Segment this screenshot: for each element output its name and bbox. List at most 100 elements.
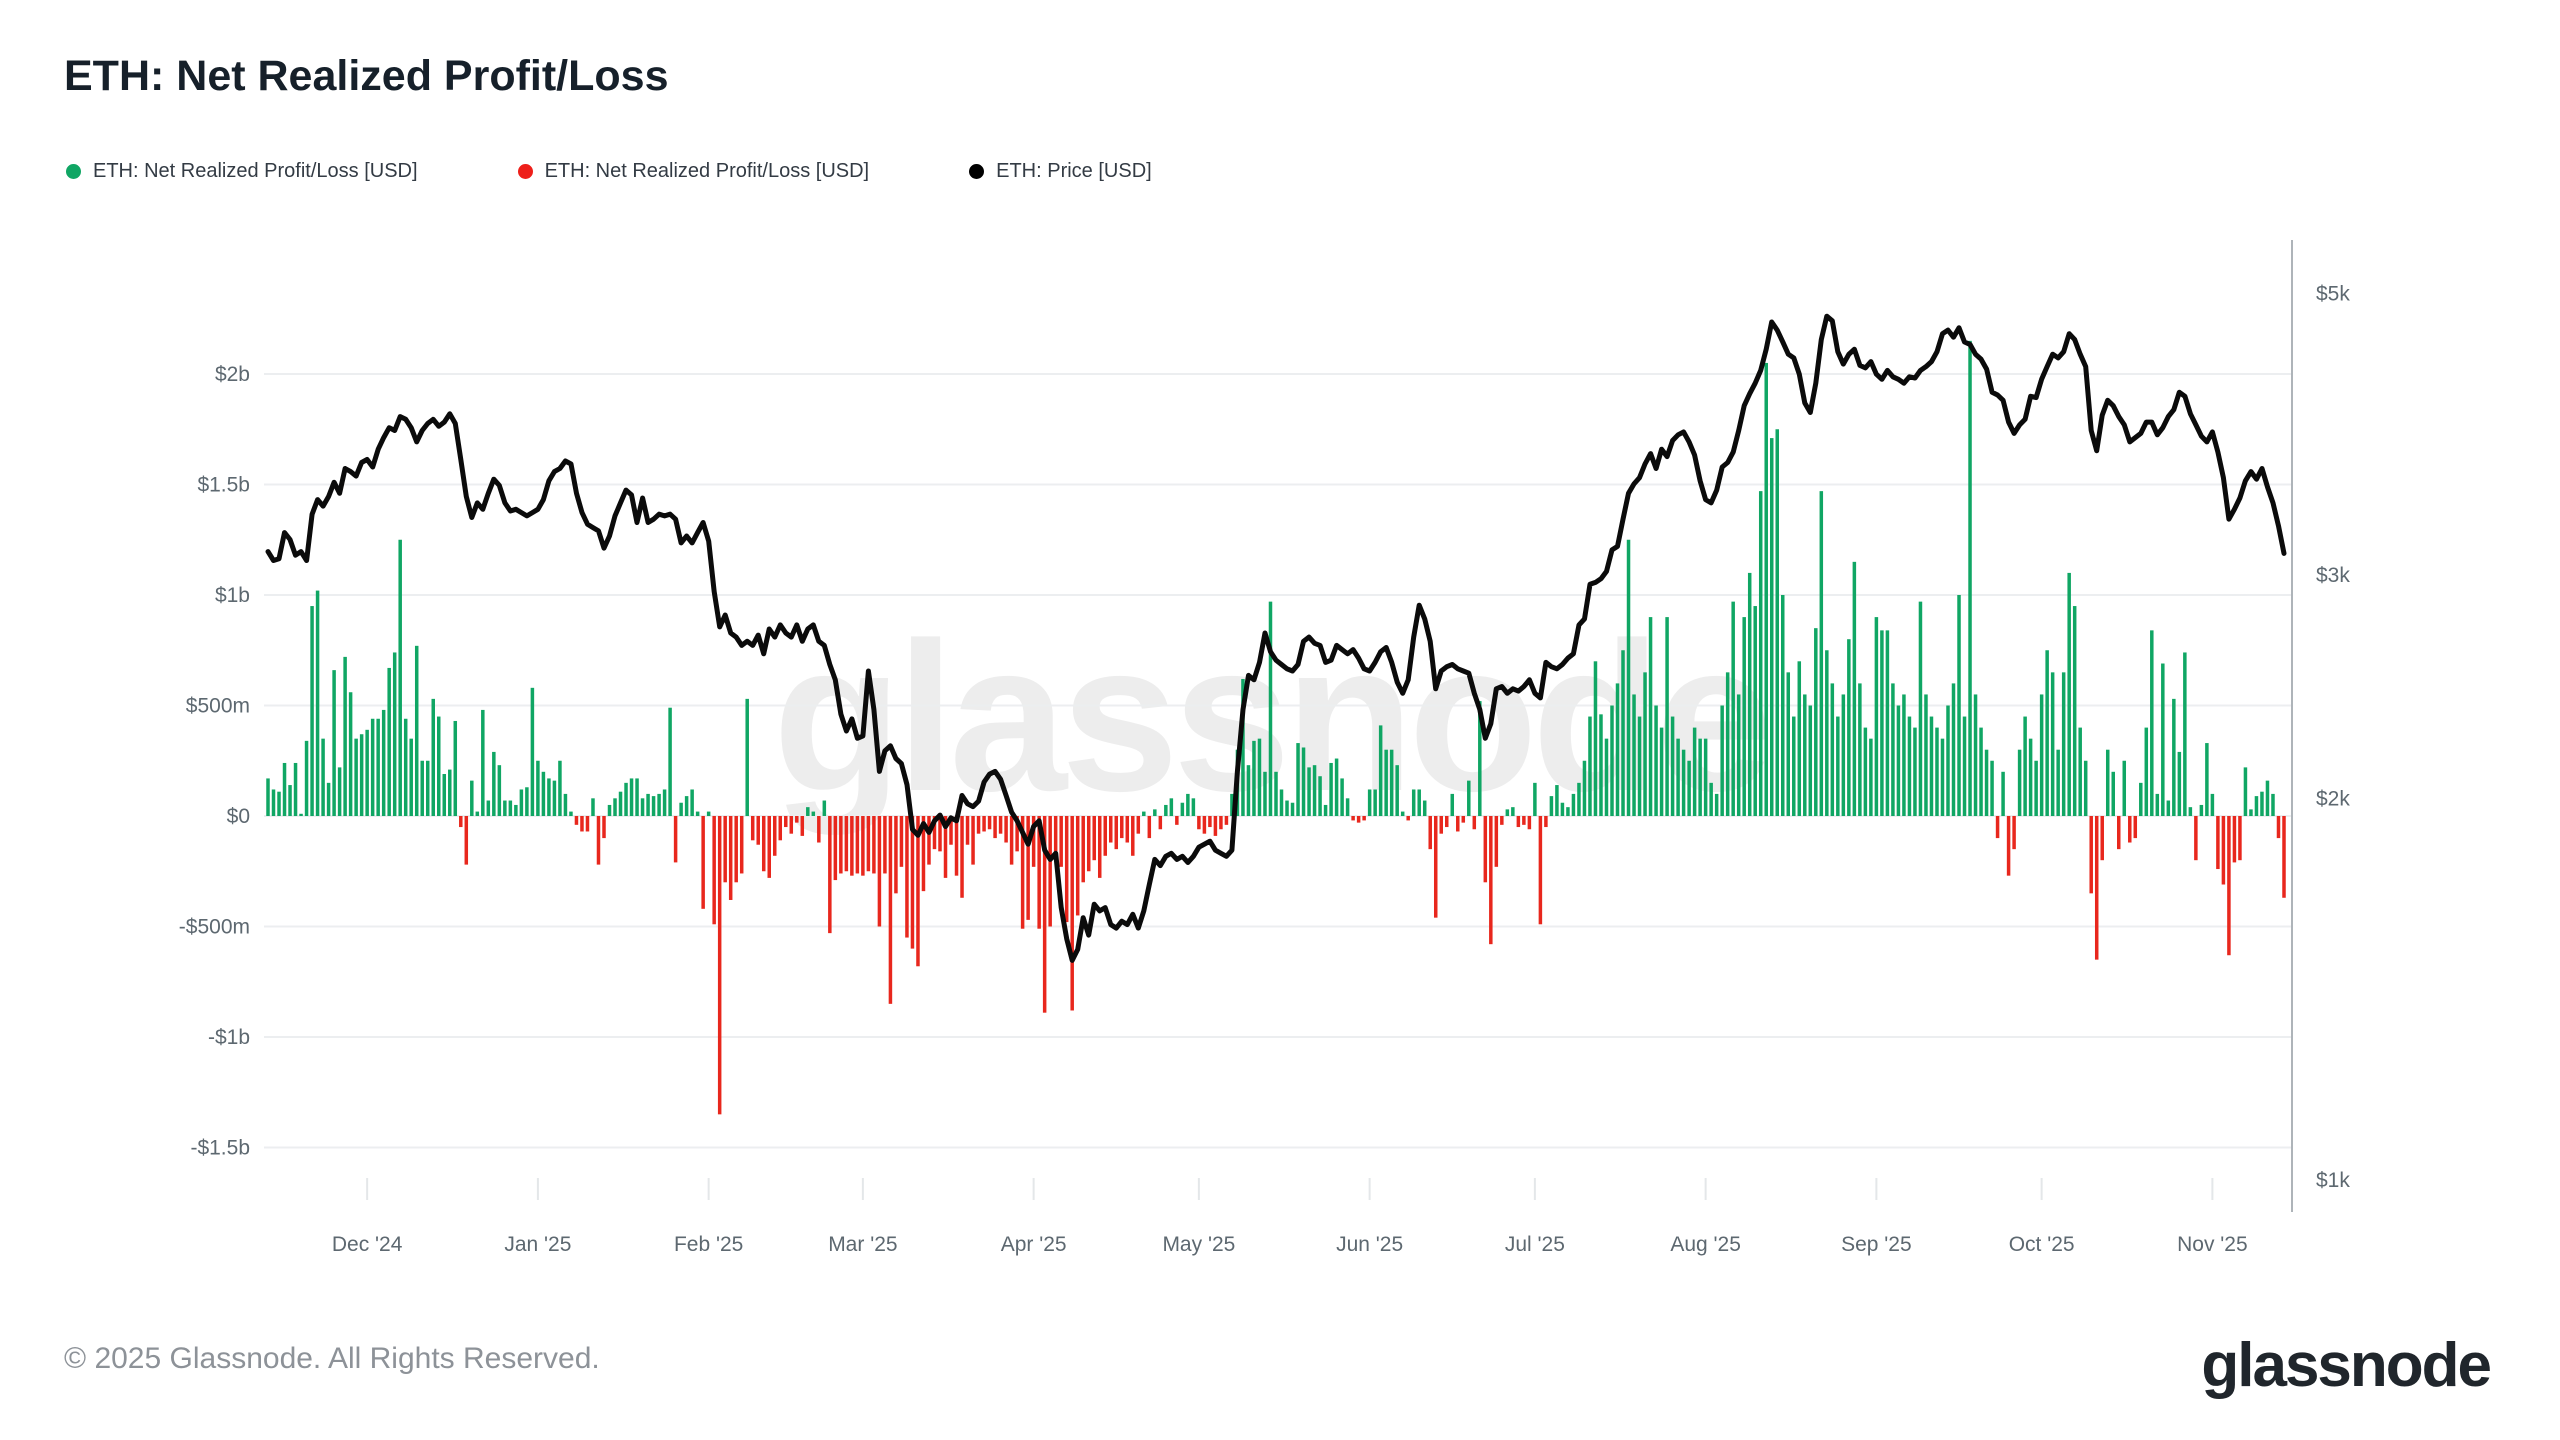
nrpl-bar — [1670, 716, 1675, 816]
svg-text:-$500m: -$500m — [179, 916, 250, 939]
nrpl-bar — [1566, 807, 1570, 816]
nrpl-bar — [2111, 771, 2115, 816]
svg-text:$2b: $2b — [215, 363, 250, 386]
nrpl-bar — [717, 816, 722, 1115]
nrpl-bar — [839, 816, 843, 874]
nrpl-bar — [1500, 816, 1504, 825]
nrpl-bar — [1902, 694, 1906, 816]
nrpl-bar — [2205, 743, 2209, 816]
nrpl-bar — [1808, 705, 1813, 816]
nrpl-bar — [1786, 672, 1791, 816]
legend-item-price[interactable]: ETH: Price [USD] — [969, 160, 1152, 183]
nrpl-bar — [1924, 694, 1928, 816]
chart-legend: ETH: Net Realized Profit/Loss [USD] ETH:… — [66, 160, 1152, 183]
nrpl-bar — [1781, 595, 1785, 816]
nrpl-bar — [437, 716, 441, 816]
nrpl-bar — [1968, 340, 1972, 816]
nrpl-bar — [1086, 816, 1091, 872]
loss-series-dot-icon — [517, 164, 533, 179]
nrpl-bar — [321, 738, 325, 816]
nrpl-bars[interactable] — [266, 340, 2286, 1115]
svg-text:Aug '25: Aug '25 — [1670, 1233, 1741, 1256]
nrpl-bar — [326, 782, 331, 816]
nrpl-bar — [932, 816, 937, 850]
nrpl-bar — [1136, 816, 1141, 834]
nrpl-bar — [784, 816, 788, 828]
nrpl-bar — [2072, 606, 2077, 816]
nrpl-bar — [607, 804, 612, 816]
nrpl-bar — [2216, 816, 2220, 870]
nrpl-bar — [514, 804, 518, 816]
nrpl-bar — [750, 816, 755, 841]
price-line[interactable] — [265, 313, 2287, 963]
nrpl-bar — [1753, 606, 1757, 816]
nrpl-bar — [403, 718, 408, 816]
nrpl-bar — [1494, 816, 1499, 867]
nrpl-bar — [2094, 816, 2099, 960]
nrpl-bar — [1020, 816, 1025, 929]
nrpl-bar — [811, 811, 816, 816]
svg-text:Oct '25: Oct '25 — [2009, 1233, 2075, 1256]
nrpl-bar — [1769, 438, 1774, 816]
nrpl-bar — [1461, 816, 1466, 823]
nrpl-bar — [1880, 630, 1884, 816]
nrpl-bar — [1384, 749, 1388, 816]
nrpl-bar — [1571, 793, 1576, 816]
nrpl-bar — [1577, 782, 1581, 816]
right-axis-labels: $5k $3k $2k $1k — [2316, 283, 2350, 1192]
nrpl-bar — [850, 816, 854, 876]
page-title: ETH: Net Realized Profit/Loss — [64, 52, 669, 100]
nrpl-bar — [1373, 789, 1377, 816]
nrpl-bar — [1053, 816, 1058, 852]
nrpl-bar — [2271, 793, 2275, 816]
svg-text:Jun '25: Jun '25 — [1336, 1233, 1403, 1256]
svg-text:Dec '24: Dec '24 — [332, 1233, 403, 1256]
nrpl-bar — [376, 718, 380, 816]
nrpl-bar — [1433, 816, 1438, 918]
nrpl-bar — [2067, 572, 2071, 816]
nrpl-bar — [1858, 683, 1862, 816]
nrpl-bar — [2089, 816, 2093, 894]
svg-text:Feb '25: Feb '25 — [674, 1233, 743, 1256]
nrpl-bar — [1516, 816, 1521, 828]
nrpl-bar — [470, 780, 474, 816]
nrpl-bar — [2100, 816, 2104, 861]
nrpl-bar — [448, 769, 452, 816]
nrpl-bar — [282, 762, 287, 816]
nrpl-bar — [1389, 749, 1394, 816]
svg-text:$1.5b: $1.5b — [197, 474, 250, 497]
nrpl-bar — [1610, 705, 1614, 816]
nrpl-bar — [1803, 694, 1807, 816]
nrpl-bar — [1103, 816, 1107, 856]
nrpl-bar — [883, 816, 887, 874]
nrpl-bar — [1169, 798, 1174, 816]
nrpl-bar — [1489, 816, 1493, 945]
legend-item-net-realized-profit[interactable]: ETH: Net Realized Profit/Loss [USD] — [66, 160, 418, 183]
nrpl-bar — [806, 807, 810, 816]
nrpl-bar — [1097, 816, 1102, 878]
nrpl-bar — [580, 816, 584, 832]
x-axis: Dec '24 Jan '25 Feb '25 Mar '25 Apr '25 May '… — [332, 1178, 2248, 1256]
nrpl-bar — [2238, 816, 2242, 861]
nrpl-bar — [453, 720, 458, 816]
nrpl-bar — [1213, 816, 1218, 836]
nrpl-bar — [1351, 816, 1355, 821]
legend-item-net-realized-loss[interactable]: ETH: Net Realized Profit/Loss [USD] — [517, 160, 869, 183]
nrpl-bar — [2045, 650, 2049, 816]
nrpl-bar — [1687, 760, 1691, 816]
nrpl-bar — [398, 539, 402, 816]
nrpl-bar — [1070, 816, 1074, 1011]
nrpl-bar — [712, 816, 716, 925]
nrpl-bar — [1736, 694, 1741, 816]
nrpl-bar — [1131, 816, 1135, 856]
nrpl-bar — [2177, 751, 2182, 816]
svg-text:Apr '25: Apr '25 — [1001, 1233, 1067, 1256]
nrpl-bar — [773, 816, 777, 856]
nrpl-bar — [844, 816, 849, 872]
nrpl-bar — [1367, 789, 1372, 816]
nrpl-bar — [2155, 793, 2160, 816]
nrpl-bar — [569, 811, 573, 816]
nrpl-bar — [1643, 672, 1647, 816]
